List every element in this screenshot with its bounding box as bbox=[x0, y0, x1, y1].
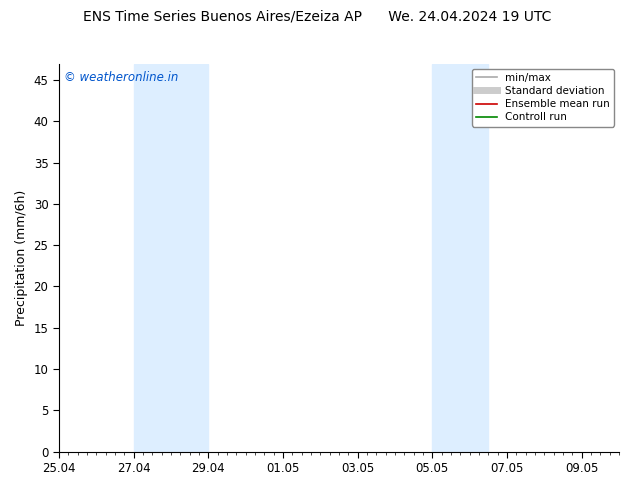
Bar bbox=[432, 64, 488, 452]
Legend: min/max, Standard deviation, Ensemble mean run, Controll run: min/max, Standard deviation, Ensemble me… bbox=[472, 69, 614, 126]
Bar bbox=[134, 64, 208, 452]
Text: © weatheronline.in: © weatheronline.in bbox=[65, 72, 179, 84]
Y-axis label: Precipitation (mm/6h): Precipitation (mm/6h) bbox=[15, 190, 28, 326]
Text: ENS Time Series Buenos Aires/Ezeiza AP      We. 24.04.2024 19 UTC: ENS Time Series Buenos Aires/Ezeiza AP W… bbox=[83, 10, 551, 24]
